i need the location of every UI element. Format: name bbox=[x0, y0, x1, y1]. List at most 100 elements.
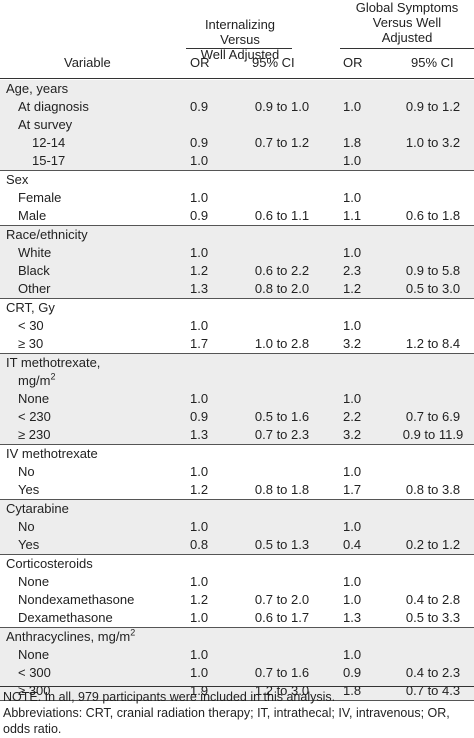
or-value: 1.2 bbox=[190, 592, 209, 607]
ci-value: 0.5 to 3.0 bbox=[405, 281, 461, 296]
table-row: Male 0.9 0.6 to 1.1 1.1 0.6 to 1.8 bbox=[0, 207, 474, 225]
or-value: 1.0 bbox=[343, 647, 362, 662]
variable-label: White bbox=[18, 244, 51, 262]
or-value: 1.0 bbox=[190, 665, 209, 680]
table-row: No 1.0 1.0 bbox=[0, 463, 474, 481]
variable-label-text: IV methotrexate bbox=[6, 446, 98, 461]
variable-heading: Race/ethnicity bbox=[6, 226, 88, 244]
table-row: Yes 1.2 0.8 to 1.8 1.7 0.8 to 3.8 bbox=[0, 481, 474, 499]
table-row: 15-17 1.0 1.0 bbox=[0, 152, 474, 170]
table-row: < 300 1.0 0.7 to 1.6 0.9 0.4 to 2.3 bbox=[0, 664, 474, 682]
group-underline bbox=[340, 48, 474, 49]
variable-label: None bbox=[18, 390, 49, 408]
table-row: Yes 0.8 0.5 to 1.3 0.4 0.2 to 1.2 bbox=[0, 536, 474, 554]
variable-label-text: IT methotrexate, bbox=[6, 355, 101, 370]
table-section: Sex Female 1.0 1.0 Male 0.9 0.6 to 1.1 1.1 0.6 t… bbox=[0, 171, 474, 226]
variable-label-text: Yes bbox=[18, 537, 40, 552]
variable-label-text: None bbox=[18, 647, 50, 662]
column-header-ci: 95% CI bbox=[411, 55, 454, 70]
table-row: Age, years bbox=[0, 80, 474, 98]
ci-value: 0.7 to 2.0 bbox=[254, 592, 310, 607]
variable-label: No bbox=[18, 518, 35, 536]
or-value: 1.3 bbox=[190, 427, 209, 442]
group-header-line: Well Adjusted bbox=[200, 47, 280, 62]
or-value: 0.9 bbox=[190, 135, 209, 150]
group-header-internalizing: Internalizing Versus Well Adjusted bbox=[186, 17, 294, 62]
or-value: 1.0 bbox=[343, 245, 362, 260]
table-note: Abbreviations: CRT, cranial radiation th… bbox=[3, 706, 450, 736]
variable-label-text: None bbox=[18, 574, 50, 589]
ci-value: 0.7 to 1.6 bbox=[254, 665, 310, 680]
ci-value: 0.5 to 1.6 bbox=[254, 409, 310, 424]
group-header-line: Adjusted bbox=[381, 30, 433, 45]
table-row: White 1.0 1.0 bbox=[0, 244, 474, 262]
group-underline bbox=[186, 48, 292, 49]
table-section: IT methotrexate, mg/m2 None 1.0 1.0 < 230 0.9 0… bbox=[0, 354, 474, 445]
or-value: 1.0 bbox=[190, 519, 209, 534]
table-row: None 1.0 1.0 bbox=[0, 573, 474, 591]
ci-value: 1.2 to 8.4 bbox=[405, 336, 461, 351]
or-value: 1.0 bbox=[190, 190, 209, 205]
superscript: 2 bbox=[130, 627, 136, 638]
variable-label: Nondexamethasone bbox=[18, 591, 134, 609]
variable-label-text: Black bbox=[18, 263, 50, 278]
or-value: 1.0 bbox=[190, 318, 209, 333]
or-value: 1.2 bbox=[190, 482, 209, 497]
table-row: IV methotrexate bbox=[0, 445, 474, 463]
ci-value: 0.6 to 1.7 bbox=[254, 610, 310, 625]
table-section: CRT, Gy < 30 1.0 1.0 ≥ 30 1.7 1.0 to 2.8 3.2 1.2… bbox=[0, 299, 474, 354]
variable-label-text: Sex bbox=[6, 172, 29, 187]
table-section: Anthracyclines, mg/m2 None 1.0 1.0 < 300 1.0 0… bbox=[0, 628, 474, 701]
table-row: CRT, Gy bbox=[0, 299, 474, 317]
table-row: Nondexamethasone 1.2 0.7 to 2.0 1.0 0.4 to 2… bbox=[0, 591, 474, 609]
variable-label: No bbox=[18, 463, 35, 481]
ci-value: 0.7 to 2.3 bbox=[254, 427, 310, 442]
or-value: 0.4 bbox=[343, 537, 362, 552]
variable-label: Male bbox=[18, 207, 46, 225]
variable-label-text: Race/ethnicity bbox=[6, 227, 88, 242]
group-header-global-symptoms: Global Symptoms Versus Well Adjusted bbox=[340, 0, 474, 45]
or-value: 1.0 bbox=[343, 153, 362, 168]
or-value: 1.0 bbox=[190, 153, 209, 168]
variable-label-text: Nondexamethasone bbox=[18, 592, 135, 607]
variable-label: < 30 bbox=[18, 317, 44, 335]
ci-value: 0.5 to 1.3 bbox=[254, 537, 310, 552]
ci-value: 0.9 to 1.2 bbox=[405, 99, 461, 114]
variable-label: ≥ 30 bbox=[18, 335, 43, 353]
or-value: 1.0 bbox=[190, 610, 209, 625]
variable-label: ≥ 230 bbox=[18, 426, 50, 444]
or-value: 1.0 bbox=[343, 574, 362, 589]
variable-label-text: At survey bbox=[18, 117, 73, 132]
group-header-line: Global Symptoms bbox=[355, 0, 459, 15]
ci-value: 0.6 to 1.8 bbox=[405, 208, 461, 223]
variable-label: Yes bbox=[18, 536, 39, 554]
column-header-variable: Variable bbox=[64, 55, 111, 70]
table-section: Race/ethnicity White 1.0 1.0 Black 1.2 0.6 to … bbox=[0, 226, 474, 299]
variable-label-text: No bbox=[18, 519, 35, 534]
or-value: 1.0 bbox=[190, 574, 209, 589]
variable-label-text: < 300 bbox=[18, 665, 51, 680]
table-row: Female 1.0 1.0 bbox=[0, 189, 474, 207]
or-value: 1.0 bbox=[190, 245, 209, 260]
ci-value: 0.4 to 2.3 bbox=[405, 665, 461, 680]
column-header-or: OR bbox=[190, 55, 210, 70]
table-row: < 30 1.0 1.0 bbox=[0, 317, 474, 335]
table-row: At survey bbox=[0, 116, 474, 134]
variable-label: None bbox=[18, 646, 49, 664]
ci-value: 0.9 to 5.8 bbox=[405, 263, 461, 278]
variable-heading: IT methotrexate, mg/m2 bbox=[6, 354, 100, 390]
variable-label-text: Female bbox=[18, 190, 62, 205]
variable-label-text: mg/m bbox=[18, 373, 51, 388]
variable-label-text: Age, years bbox=[6, 81, 69, 96]
variable-label: At diagnosis bbox=[18, 98, 89, 116]
variable-label: < 230 bbox=[18, 408, 51, 426]
table-row: No 1.0 1.0 bbox=[0, 518, 474, 536]
or-value: 1.0 bbox=[343, 391, 362, 406]
ci-value: 0.8 to 1.8 bbox=[254, 482, 310, 497]
or-value: 1.0 bbox=[343, 318, 362, 333]
ci-value: 1.0 to 3.2 bbox=[405, 135, 461, 150]
or-value: 1.3 bbox=[343, 610, 362, 625]
table-row: None 1.0 1.0 bbox=[0, 390, 474, 408]
table-section: IV methotrexate No 1.0 1.0 Yes 1.2 0.8 to 1.8 1… bbox=[0, 445, 474, 500]
variable-label-text: Other bbox=[18, 281, 51, 296]
